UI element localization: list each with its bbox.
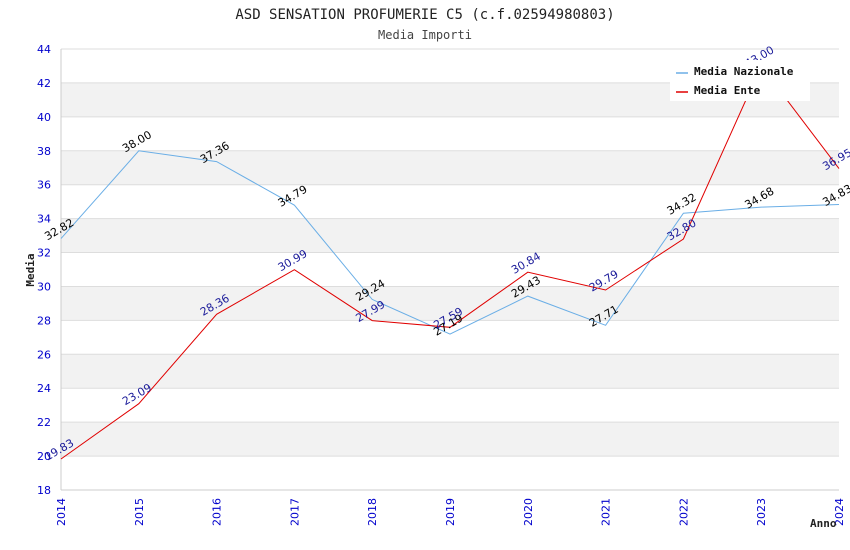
y-tick-label: 24	[37, 382, 51, 395]
x-tick-label: 2021	[600, 498, 613, 526]
grid-band	[61, 320, 839, 355]
grid-band	[61, 150, 839, 185]
legend: Media Nazionale Media Ente	[670, 60, 810, 101]
grid-band	[61, 422, 839, 457]
y-tick-label: 44	[37, 43, 51, 56]
grid-band	[61, 218, 839, 253]
y-tick-label: 36	[37, 179, 51, 192]
x-tick-label: 2015	[133, 498, 146, 526]
x-axis-title: Anno	[810, 517, 837, 530]
y-tick-label: 28	[37, 314, 51, 327]
x-tick-label: 2022	[677, 498, 690, 526]
y-axis-title: Media	[24, 253, 37, 286]
legend-label-media-nazionale: Media Nazionale	[694, 65, 794, 78]
y-tick-label: 38	[37, 145, 51, 158]
x-tick-label: 2018	[366, 498, 379, 526]
y-tick-label: 22	[37, 416, 51, 429]
series-line-media-ente	[60, 65, 840, 460]
grid-band	[61, 354, 839, 389]
x-tick-labels: 2014 2015 2016 2017 2018 2019 2020 2021 2022 2023…	[55, 498, 846, 526]
series-lines	[60, 65, 840, 460]
y-tick-labels: 18 20 22 24 26 28 30 32 34 36 38 40 42 44	[37, 43, 51, 497]
x-tick-label: 2019	[444, 498, 457, 526]
legend-box	[670, 60, 810, 101]
x-tick-label: 2023	[755, 498, 768, 526]
series-line-media-nazionale	[60, 150, 840, 335]
grid-band	[61, 388, 839, 423]
grid-bands	[61, 49, 839, 490]
y-tick-label: 18	[37, 484, 51, 497]
chart-title: ASD SENSATION PROFUMERIE C5 (c.f.0259498…	[235, 7, 614, 23]
y-tick-label: 26	[37, 348, 51, 361]
y-tick-label: 40	[37, 111, 51, 124]
x-tick-label: 2016	[211, 498, 224, 526]
grid-band	[61, 456, 839, 490]
x-tick-label: 2020	[522, 498, 535, 526]
y-tick-label: 20	[37, 450, 51, 463]
grid-band	[61, 252, 839, 287]
chart-subtitle: Media Importi	[378, 28, 472, 42]
legend-label-media-ente: Media Ente	[694, 84, 761, 97]
y-tick-label: 34	[37, 213, 51, 226]
grid-band	[61, 184, 839, 219]
y-tick-label: 42	[37, 77, 51, 90]
grid-band	[61, 116, 839, 151]
x-tick-label: 2024	[833, 498, 846, 526]
x-tick-label: 2014	[55, 498, 68, 526]
grid-band	[61, 286, 839, 321]
x-tick-label: 2017	[288, 498, 301, 526]
y-tick-label: 30	[37, 280, 51, 293]
y-tick-label: 32	[37, 247, 51, 260]
